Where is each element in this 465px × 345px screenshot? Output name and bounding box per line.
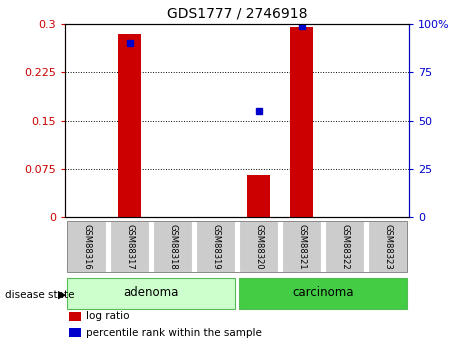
FancyBboxPatch shape bbox=[326, 221, 364, 273]
Text: adenoma: adenoma bbox=[123, 286, 179, 299]
Text: carcinoma: carcinoma bbox=[292, 286, 354, 299]
Text: GSM88321: GSM88321 bbox=[297, 224, 306, 269]
FancyBboxPatch shape bbox=[67, 221, 106, 273]
Bar bbox=[68, 328, 80, 337]
Text: GSM88317: GSM88317 bbox=[125, 224, 134, 269]
Bar bbox=[290, 27, 313, 217]
Text: disease state: disease state bbox=[5, 290, 74, 300]
Bar bbox=[118, 34, 141, 217]
Text: GSM88322: GSM88322 bbox=[340, 224, 349, 269]
FancyBboxPatch shape bbox=[282, 221, 321, 273]
FancyBboxPatch shape bbox=[196, 221, 235, 273]
FancyBboxPatch shape bbox=[110, 221, 149, 273]
FancyBboxPatch shape bbox=[67, 278, 235, 309]
Title: GDS1777 / 2746918: GDS1777 / 2746918 bbox=[167, 6, 307, 20]
Text: percentile rank within the sample: percentile rank within the sample bbox=[86, 327, 262, 337]
Text: GSM88316: GSM88316 bbox=[82, 224, 91, 269]
FancyBboxPatch shape bbox=[368, 221, 407, 273]
Text: GSM88323: GSM88323 bbox=[383, 224, 392, 269]
FancyBboxPatch shape bbox=[239, 221, 278, 273]
Text: log ratio: log ratio bbox=[86, 312, 129, 322]
Bar bbox=[247, 176, 271, 217]
FancyBboxPatch shape bbox=[239, 278, 407, 309]
FancyBboxPatch shape bbox=[153, 221, 192, 273]
Text: GSM88319: GSM88319 bbox=[211, 224, 220, 269]
Bar bbox=[68, 312, 80, 321]
Text: GSM88320: GSM88320 bbox=[254, 224, 263, 269]
Text: GSM88318: GSM88318 bbox=[168, 224, 177, 269]
Text: ▶: ▶ bbox=[58, 290, 66, 300]
